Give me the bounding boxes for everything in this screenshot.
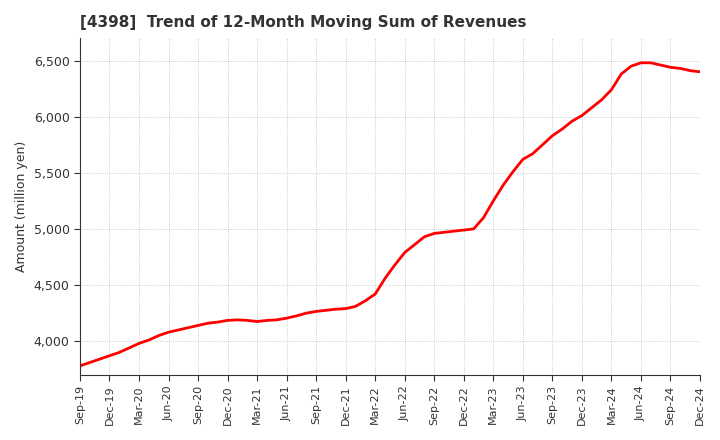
Y-axis label: Amount (million yen): Amount (million yen) <box>15 141 28 272</box>
Text: [4398]  Trend of 12-Month Moving Sum of Revenues: [4398] Trend of 12-Month Moving Sum of R… <box>80 15 526 30</box>
